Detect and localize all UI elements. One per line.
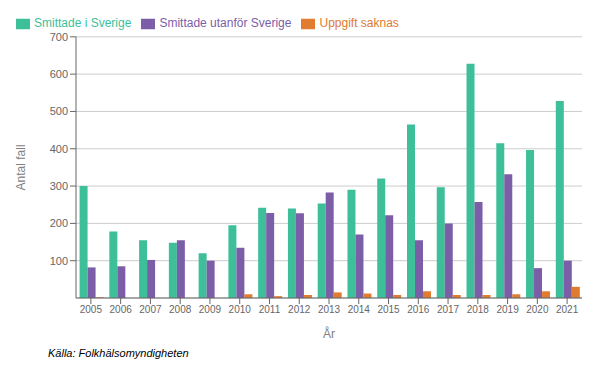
svg-text:2006: 2006 [110, 304, 133, 315]
svg-text:2011: 2011 [259, 304, 281, 315]
svg-text:2020: 2020 [526, 304, 549, 315]
svg-text:100: 100 [50, 255, 68, 267]
svg-text:400: 400 [50, 143, 68, 155]
svg-text:Antal fall: Antal fall [14, 144, 28, 190]
svg-text:2008: 2008 [169, 304, 192, 315]
svg-text:200: 200 [50, 217, 68, 229]
svg-text:2018: 2018 [467, 304, 490, 315]
svg-text:2015: 2015 [377, 304, 400, 315]
svg-text:300: 300 [50, 180, 68, 192]
svg-text:2013: 2013 [318, 304, 341, 315]
svg-text:2010: 2010 [229, 304, 252, 315]
svg-text:600: 600 [50, 68, 68, 80]
svg-text:2019: 2019 [496, 304, 519, 315]
html-text:Smittade utanför Sverige: Smittade utanför Sverige [159, 16, 292, 30]
svg-text:700: 700 [50, 31, 68, 43]
svg-text:2014: 2014 [348, 304, 371, 315]
html-text:Källa: Folkhälsomyndigheten: Källa: Folkhälsomyndigheten [48, 347, 189, 359]
svg-text:2021: 2021 [556, 304, 579, 315]
html-text:Uppgift saknas: Uppgift saknas [319, 16, 399, 30]
svg-text:2005: 2005 [80, 304, 103, 315]
svg-text:2007: 2007 [139, 304, 162, 315]
svg-text:2009: 2009 [199, 304, 222, 315]
svg-text:2016: 2016 [407, 304, 430, 315]
svg-text:År: År [323, 326, 335, 341]
svg-text:2017: 2017 [437, 304, 460, 315]
svg-text:2012: 2012 [288, 304, 311, 315]
svg-text:500: 500 [50, 105, 68, 117]
html-text:Smittade i Sverige: Smittade i Sverige [34, 16, 132, 30]
